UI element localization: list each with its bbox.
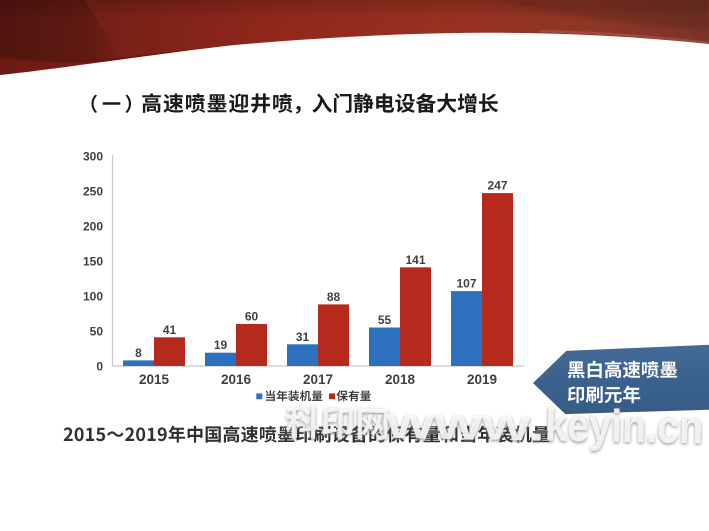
svg-text:8: 8 — [135, 346, 142, 360]
svg-text:41: 41 — [163, 323, 177, 337]
svg-text:55: 55 — [378, 313, 392, 327]
svg-text:250: 250 — [83, 184, 103, 198]
svg-text:100: 100 — [83, 289, 103, 303]
svg-text:2018: 2018 — [385, 372, 416, 387]
svg-text:0: 0 — [96, 359, 103, 373]
svg-text:50: 50 — [90, 324, 104, 338]
svg-text:141: 141 — [405, 253, 425, 267]
svg-text:200: 200 — [83, 219, 103, 233]
svg-text:keyin.cn: keyin.cn — [545, 400, 704, 455]
svg-text:keyin.cn: keyin.cn — [545, 399, 704, 454]
svg-text:2015: 2015 — [139, 372, 170, 387]
svg-text:150: 150 — [83, 254, 103, 268]
svg-text:www.: www. — [384, 399, 545, 451]
svg-text:60: 60 — [245, 310, 259, 324]
svg-text:2019: 2019 — [467, 372, 497, 387]
svg-text:2017: 2017 — [303, 372, 333, 387]
svg-text:19: 19 — [214, 338, 228, 352]
svg-text:300: 300 — [83, 149, 103, 163]
svg-text:107: 107 — [456, 277, 476, 291]
svg-text:31: 31 — [296, 330, 310, 344]
svg-text:www.: www. — [384, 400, 545, 452]
svg-text:2016: 2016 — [221, 372, 252, 387]
svg-text:88: 88 — [327, 290, 341, 304]
svg-text:247: 247 — [487, 179, 507, 193]
